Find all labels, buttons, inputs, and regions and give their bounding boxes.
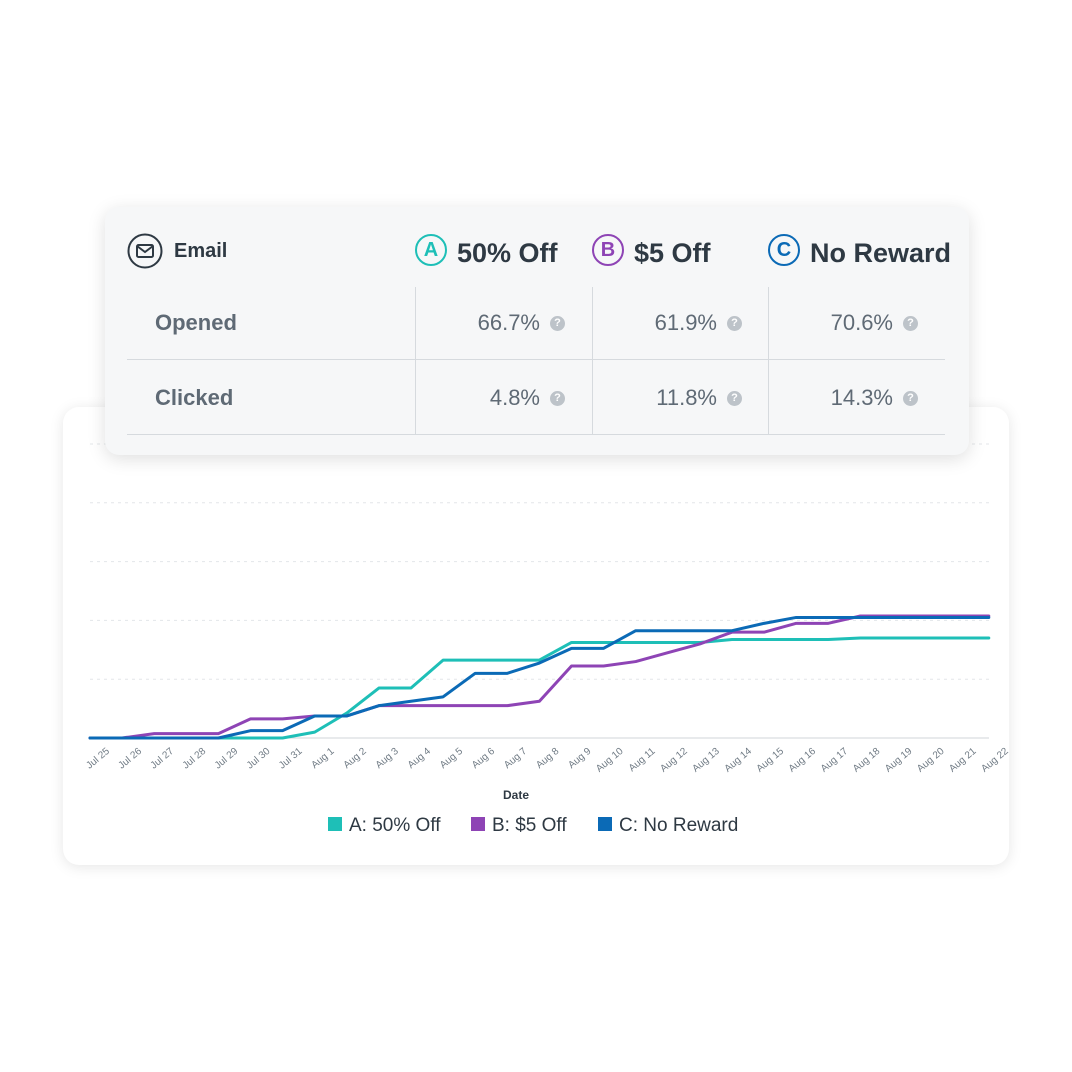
x-tick-label: Aug 7	[502, 746, 529, 772]
x-tick-label: Aug 19	[883, 746, 915, 775]
x-tick-label: Jul 26	[117, 746, 145, 772]
column-divider	[768, 287, 769, 435]
help-icon[interactable]: ?	[903, 390, 918, 406]
metric-value: 4.8%	[489, 385, 540, 410]
help-icon[interactable]: ?	[727, 315, 742, 331]
clicked-value-c: 14.3% ?	[768, 380, 918, 416]
clicked-value-b: 11.8% ?	[592, 380, 742, 416]
opened-value-a: 66.7% ?	[415, 305, 565, 341]
x-tick-label: Aug 5	[438, 746, 465, 772]
email-results-table: Email A 50% Off B $5 Off C No Reward Ope…	[105, 207, 969, 455]
x-tick-label: Jul 25	[84, 746, 112, 772]
legend-label: A: 50% Off	[349, 815, 441, 836]
x-tick-label: Aug 18	[851, 746, 883, 775]
legend-swatch	[598, 817, 612, 831]
x-tick-label: Aug 20	[915, 746, 947, 775]
series-line-b	[88, 614, 991, 740]
metric-value: 66.7%	[477, 310, 540, 335]
variant-c-name: No Reward	[810, 237, 952, 268]
opened-value-c: 70.6% ?	[768, 305, 918, 341]
x-tick-label: Aug 21	[947, 746, 979, 775]
x-tick-label: Aug 10	[594, 746, 626, 775]
x-tick-label: Aug 3	[374, 746, 401, 772]
line-chart: Jul 25 Jul 26 Jul 27 Jul 28 Jul 29 Jul 30 Jul …	[84, 443, 1009, 836]
x-tick-label: Aug 6	[470, 746, 497, 772]
x-tick-label: Jul 30	[245, 746, 273, 772]
metric-value: 11.8%	[656, 385, 717, 410]
channel-label: Email	[174, 239, 228, 262]
variant-a-badge: A	[415, 234, 447, 266]
x-tick-label: Aug 17	[819, 746, 851, 775]
x-tick-label: Jul 31	[277, 746, 305, 772]
x-tick-label: Aug 2	[342, 746, 369, 772]
x-tick-label: Jul 27	[149, 746, 177, 772]
help-icon[interactable]: ?	[903, 315, 918, 331]
variant-b-header: B $5 Off	[592, 231, 711, 275]
chart-card: Jul 25 Jul 26 Jul 27 Jul 28 Jul 29 Jul 30 Jul …	[63, 407, 1009, 865]
channel-header: Email	[127, 233, 227, 269]
metric-label: Clicked	[155, 385, 234, 410]
metric-value: 61.9%	[654, 310, 717, 335]
legend-label: B: $5 Off	[492, 815, 567, 836]
metric-value: 70.6%	[830, 310, 893, 335]
x-tick-label: Aug 14	[723, 746, 755, 775]
variant-b-badge: B	[592, 234, 624, 266]
row-divider	[127, 359, 945, 360]
x-tick-label: Jul 29	[213, 746, 241, 772]
variant-c-badge: C	[768, 234, 800, 266]
legend-swatch	[328, 817, 342, 831]
legend-swatch	[471, 817, 485, 831]
x-tick-label: Aug 9	[566, 746, 593, 772]
x-tick-label: Aug 4	[406, 746, 433, 772]
variant-c-header: C No Reward	[768, 231, 951, 275]
x-tick-label: Aug 1	[310, 746, 337, 772]
x-axis-title: Date	[503, 788, 529, 802]
email-icon	[127, 233, 163, 269]
help-icon[interactable]: ?	[550, 390, 565, 406]
x-tick-label: Aug 12	[658, 746, 690, 775]
variant-b-name: $5 Off	[634, 237, 711, 268]
x-tick-label: Aug 15	[755, 746, 787, 775]
variant-a-header: A 50% Off	[415, 231, 558, 275]
x-tick-label: Aug 11	[627, 746, 658, 775]
row-label-opened: Opened	[155, 305, 237, 341]
series-line-c	[88, 615, 991, 740]
x-tick-label: Aug 16	[787, 746, 819, 775]
legend-label: C: No Reward	[619, 815, 738, 836]
clicked-value-a: 4.8% ?	[415, 380, 565, 416]
help-icon[interactable]: ?	[550, 315, 565, 331]
x-tick-label: Aug 8	[534, 746, 561, 772]
series-line-a	[88, 636, 991, 740]
x-tick-label: Aug 22	[979, 746, 1009, 775]
row-label-clicked: Clicked	[155, 380, 233, 416]
x-tick-label: Jul 28	[181, 746, 209, 772]
column-divider	[592, 287, 593, 435]
column-divider	[415, 287, 416, 435]
x-tick-label: Aug 13	[690, 746, 722, 775]
row-divider	[127, 434, 945, 435]
variant-a-name: 50% Off	[457, 237, 558, 268]
metric-label: Opened	[155, 310, 237, 335]
opened-value-b: 61.9% ?	[592, 305, 742, 341]
help-icon[interactable]: ?	[727, 390, 742, 406]
metric-value: 14.3%	[830, 385, 893, 410]
